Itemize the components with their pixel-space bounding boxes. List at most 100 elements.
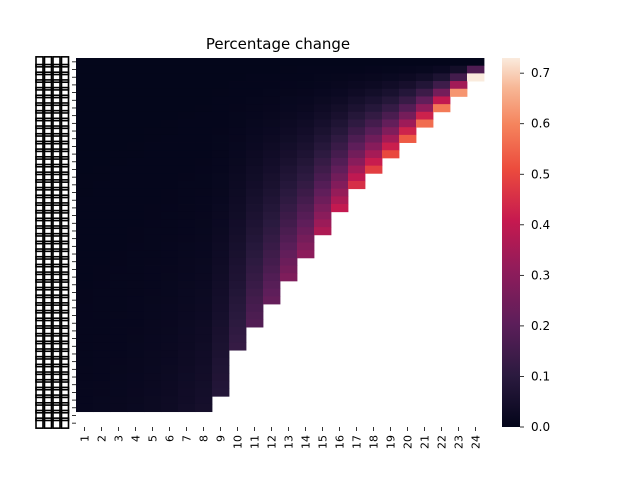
heatmap-cell: [212, 134, 230, 143]
y-tick-label-glyph: [52, 409, 61, 422]
heatmap-cell: [144, 196, 162, 205]
heatmap-cell: [178, 142, 196, 151]
y-tick-label-glyph: [52, 202, 61, 214]
heatmap-cell: [76, 204, 94, 213]
heatmap-cell: [76, 388, 94, 397]
heatmap-cell: [212, 65, 230, 74]
heatmap-cell: [246, 111, 264, 120]
heatmap-cell: [348, 119, 366, 128]
heatmap-cell: [263, 150, 281, 159]
heatmap-cell: [314, 188, 332, 197]
heatmap-cell: [229, 119, 247, 128]
heatmap-cell: [348, 134, 366, 143]
heatmap-cells: [76, 58, 485, 413]
y-tick-label-glyph: [35, 194, 44, 207]
heatmap-cell: [110, 111, 128, 120]
y-tick-label-glyph: [35, 263, 44, 276]
heatmap-cell: [382, 88, 400, 97]
heatmap-cell: [76, 342, 94, 351]
heatmap-cell: [229, 88, 247, 97]
heatmap-cell: [110, 211, 128, 220]
heatmap-cell: [76, 104, 94, 113]
heatmap-cell: [110, 373, 128, 382]
y-tick-label-glyph: [35, 225, 44, 237]
heatmap-cell: [399, 73, 417, 82]
y-tick-label-glyph: [43, 332, 53, 345]
heatmap-cell: [314, 219, 332, 228]
y-tick-label-glyph: [35, 317, 44, 330]
y-tick-label-glyph: [52, 363, 61, 376]
heatmap-cell: [263, 81, 281, 90]
heatmap-cell: [297, 65, 315, 74]
heatmap-cell: [263, 211, 281, 220]
y-tick-label-glyph: [35, 125, 44, 137]
heatmap-cell: [314, 211, 332, 220]
heatmap-cell: [178, 204, 196, 213]
heatmap-cell: [93, 304, 111, 313]
y-tick-label-glyph: [35, 202, 44, 214]
heatmap-cell: [280, 81, 298, 90]
heatmap-cell: [127, 334, 145, 343]
y-tick-label-glyph: [35, 248, 44, 260]
y-tick-label-glyph: [52, 179, 61, 191]
y-tick-label-glyph: [60, 155, 70, 168]
heatmap-cell: [229, 227, 247, 236]
heatmap-cell: [229, 311, 247, 320]
x-tick-label: 10: [232, 435, 245, 449]
y-tick-label-glyph: [43, 109, 53, 122]
heatmap-cell: [263, 204, 281, 213]
heatmap-cell: [416, 58, 434, 67]
heatmap-cell: [263, 134, 281, 143]
y-tick-label-glyph: [35, 232, 44, 245]
x-tick-label: 19: [385, 435, 398, 449]
x-tick-label: 22: [436, 435, 449, 449]
heatmap-cell: [93, 119, 111, 128]
heatmap-cell: [433, 88, 451, 97]
heatmap-cell: [365, 73, 383, 82]
heatmap-cell: [93, 234, 111, 243]
heatmap-cell: [348, 127, 366, 136]
y-tick-label-glyph: [43, 148, 53, 160]
y-tick-label-glyph: [35, 148, 44, 160]
heatmap-cell: [297, 134, 315, 143]
y-tick-label-glyph: [43, 209, 53, 222]
heatmap-cell: [127, 250, 145, 259]
heatmap-cell: [161, 234, 179, 243]
heatmap-cell: [93, 373, 111, 382]
heatmap-cell: [399, 81, 417, 90]
heatmap-cell: [229, 219, 247, 228]
heatmap-cell: [331, 96, 349, 105]
heatmap-cell: [110, 311, 128, 320]
heatmap-cell: [212, 119, 230, 128]
heatmap-cell: [178, 280, 196, 290]
y-tick-label-glyph: [60, 263, 70, 276]
heatmap-cell: [144, 165, 162, 174]
heatmap-cell: [93, 196, 111, 205]
y-tick-label-glyph: [43, 171, 53, 183]
heatmap-cell: [178, 265, 196, 274]
heatmap-cell: [161, 227, 179, 236]
y-tick-label-glyph: [43, 125, 53, 137]
heatmap-cell: [348, 58, 366, 67]
heatmap-cell: [331, 165, 349, 174]
heatmap-cell: [246, 304, 264, 313]
heatmap-cell: [127, 58, 145, 67]
heatmap-cell: [263, 242, 281, 251]
heatmap-cell: [161, 373, 179, 382]
heatmap-cell: [450, 65, 468, 74]
heatmap-cell: [76, 96, 94, 105]
y-tick-label-glyph: [52, 109, 61, 122]
heatmap-cell: [178, 227, 196, 236]
y-tick-label-glyph: [35, 56, 44, 68]
colorbar-ticks: 0.0 0.1 0.2 0.3 0.4 0.5 0.6 0.7: [520, 66, 550, 434]
heatmap-cell: [246, 165, 264, 174]
y-tick-label-glyph: [52, 140, 61, 153]
heatmap-cell: [144, 73, 162, 82]
heatmap-cell: [433, 96, 451, 105]
heatmap-cell: [144, 257, 162, 266]
heatmap-cell: [161, 273, 179, 282]
heatmap-cell: [178, 165, 196, 174]
heatmap-cell: [161, 334, 179, 343]
heatmap-cell: [195, 250, 213, 259]
y-tick-label-glyph: [60, 348, 70, 360]
